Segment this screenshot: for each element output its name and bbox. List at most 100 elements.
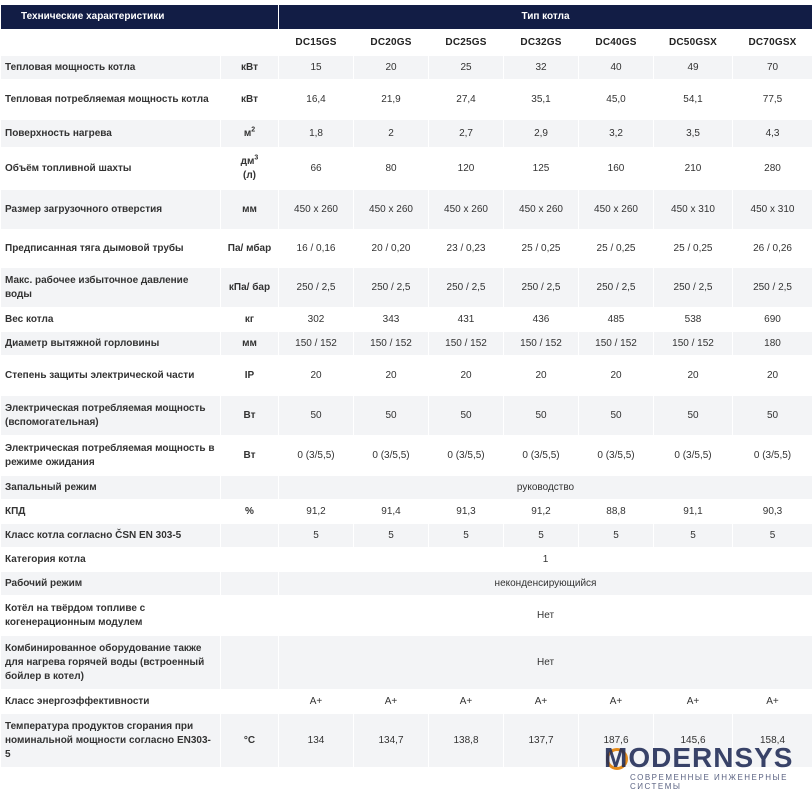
value-cell: 3,2: [579, 120, 654, 148]
value-cell: 0 (3/5,5): [354, 436, 429, 476]
unit-text: мм: [242, 338, 257, 349]
parameter-unit: °C: [221, 714, 279, 768]
value-cell: 66: [279, 148, 354, 190]
value-cell: 250 / 2,5: [354, 268, 429, 308]
value-cell: 250 / 2,5: [579, 268, 654, 308]
parameter-name: Категория котла: [1, 548, 221, 572]
value-cell: 91,1: [654, 500, 733, 524]
unit-text: дм: [241, 156, 255, 167]
unit-text: кВт: [241, 62, 258, 73]
value-cell: 4,3: [733, 120, 812, 148]
value-cell: 25 / 0,25: [504, 230, 579, 268]
parameter-unit: м2: [221, 120, 279, 148]
value-cell: 32: [504, 56, 579, 80]
value-cell: 160: [579, 148, 654, 190]
value-cell: 158,4: [733, 714, 812, 768]
value-cell: 27,4: [429, 80, 504, 120]
parameter-name: Электрическая потребляемая мощность в ре…: [1, 436, 221, 476]
table-row: Электрическая потребляемая мощность в ре…: [1, 436, 812, 476]
value-cell: 20: [354, 356, 429, 396]
value-cell: 25: [429, 56, 504, 80]
value-cell: 150 / 152: [429, 332, 504, 356]
unit-text: Вт: [244, 410, 256, 421]
unit-text: Вт: [244, 450, 256, 461]
parameter-name: Объём топливной шахты: [1, 148, 221, 190]
parameter-unit: [221, 636, 279, 690]
parameter-unit: [221, 548, 279, 572]
value-cell: 50: [579, 396, 654, 436]
value-cell: 5: [354, 524, 429, 548]
value-cell: 91,2: [504, 500, 579, 524]
value-cell: 0 (3/5,5): [504, 436, 579, 476]
model-header-dc20gs: DC20GS: [354, 30, 429, 56]
value-cell: 134,7: [354, 714, 429, 768]
value-cell: 91,4: [354, 500, 429, 524]
value-cell: 250 / 2,5: [733, 268, 812, 308]
unit-superscript: 3: [254, 154, 258, 161]
parameter-name: Макс. рабочее избыточное давление воды: [1, 268, 221, 308]
value-cell: 21,9: [354, 80, 429, 120]
value-cell: 16,4: [279, 80, 354, 120]
parameter-name: Предписанная тяга дымовой трубы: [1, 230, 221, 268]
value-cell: A+: [429, 690, 504, 714]
parameter-unit: [221, 596, 279, 636]
model-header-dc40gs: DC40GS: [579, 30, 654, 56]
value-cell: 88,8: [579, 500, 654, 524]
value-cell: 125: [504, 148, 579, 190]
value-cell: 0 (3/5,5): [429, 436, 504, 476]
value-cell: 0 (3/5,5): [279, 436, 354, 476]
value-cell: 77,5: [733, 80, 812, 120]
value-cell: 23 / 0,23: [429, 230, 504, 268]
value-cell: A+: [654, 690, 733, 714]
value-cell: 302: [279, 308, 354, 332]
specs-table: Технические характеристики Тип котла DC1…: [0, 4, 812, 768]
parameter-name: Комбинированное оборудование также для н…: [1, 636, 221, 690]
shared-value: Нет: [279, 596, 812, 636]
type-title: Тип котла: [279, 5, 812, 30]
value-cell: A+: [279, 690, 354, 714]
shared-value: неконденсирующийся: [279, 572, 812, 596]
unit-text: %: [245, 506, 254, 517]
value-cell: 20: [654, 356, 733, 396]
parameter-name: Размер загрузочного отверстия: [1, 190, 221, 230]
value-cell: 0 (3/5,5): [654, 436, 733, 476]
value-cell: 485: [579, 308, 654, 332]
parameter-unit: дм3(л): [221, 148, 279, 190]
parameter-unit: кВт: [221, 80, 279, 120]
value-cell: 690: [733, 308, 812, 332]
parameter-name: Поверхность нагрева: [1, 120, 221, 148]
value-cell: 20: [354, 56, 429, 80]
parameter-name: Рабочий режим: [1, 572, 221, 596]
value-cell: 5: [733, 524, 812, 548]
value-cell: 50: [733, 396, 812, 436]
table-row: Электрическая потребляемая мощность (всп…: [1, 396, 812, 436]
value-cell: 150 / 152: [279, 332, 354, 356]
parameter-name: Тепловая мощность котла: [1, 56, 221, 80]
models-row-blank-unit: [221, 30, 279, 56]
table-row: Размер загрузочного отверстия мм 450 x 260…: [1, 190, 812, 230]
parameter-name: Диаметр вытяжной горловины: [1, 332, 221, 356]
unit-text: мм: [242, 204, 257, 215]
parameter-unit: мм: [221, 190, 279, 230]
parameter-name: Котёл на твёрдом топливе с когенерационн…: [1, 596, 221, 636]
value-cell: 35,1: [504, 80, 579, 120]
parameter-name: Вес котла: [1, 308, 221, 332]
value-cell: 450 x 260: [429, 190, 504, 230]
value-cell: 54,1: [654, 80, 733, 120]
value-cell: 5: [654, 524, 733, 548]
value-cell: 50: [429, 396, 504, 436]
value-cell: 150 / 152: [654, 332, 733, 356]
parameter-unit: [221, 690, 279, 714]
value-cell: 450 x 260: [579, 190, 654, 230]
value-cell: 90,3: [733, 500, 812, 524]
value-cell: 5: [279, 524, 354, 548]
value-cell: 150 / 152: [504, 332, 579, 356]
